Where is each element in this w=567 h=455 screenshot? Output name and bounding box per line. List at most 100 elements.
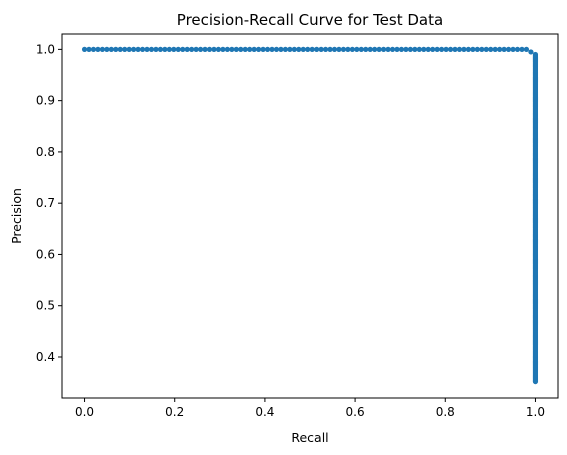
data-point <box>215 46 222 52</box>
data-point <box>144 46 150 52</box>
data-point <box>403 46 409 52</box>
data-point <box>505 46 512 52</box>
data-point <box>318 46 324 52</box>
data-point <box>327 46 333 52</box>
data-point <box>434 46 440 52</box>
chart-title: Precision-Recall Curve for Test Data <box>177 11 443 29</box>
y-tick-label: 0.4 <box>36 350 55 364</box>
data-point <box>131 46 137 52</box>
data-point <box>104 46 110 52</box>
x-tick-label: 0.4 <box>255 405 274 419</box>
data-point <box>510 46 516 52</box>
y-tick-label: 0.7 <box>36 196 55 210</box>
data-point <box>157 46 164 52</box>
data-point <box>430 46 436 52</box>
data-point <box>465 46 472 52</box>
data-point <box>139 46 146 52</box>
data-point <box>398 46 405 52</box>
data-point <box>126 46 132 52</box>
data-point <box>229 46 235 52</box>
data-point <box>193 46 199 52</box>
data-point <box>523 46 530 52</box>
x-axis-label: Recall <box>291 430 328 445</box>
data-point <box>381 46 387 52</box>
x-tick-label: 0.6 <box>346 405 365 419</box>
data-point <box>206 46 213 52</box>
data-point <box>461 46 467 52</box>
data-point <box>282 46 289 52</box>
x-tick-label: 0.8 <box>436 405 455 419</box>
data-point <box>81 46 88 52</box>
x-tick-label: 0.2 <box>165 405 184 419</box>
data-point <box>197 46 204 52</box>
data-point <box>456 46 463 52</box>
data-point <box>309 46 315 52</box>
x-tick-label: 1.0 <box>526 405 545 419</box>
data-point <box>202 46 208 52</box>
data-point <box>492 46 498 52</box>
data-point <box>224 46 230 52</box>
data-point <box>443 46 449 52</box>
data-point <box>474 46 480 52</box>
data-point <box>519 46 525 52</box>
data-point <box>233 46 239 52</box>
data-point <box>349 46 355 52</box>
data-point <box>358 46 364 52</box>
x-axis-ticks: 0.0 0.2 0.4 0.6 0.8 1.0 <box>75 398 545 419</box>
data-point <box>238 46 244 52</box>
data-point <box>483 46 489 52</box>
axes-frame <box>61 33 559 399</box>
data-point <box>278 46 284 52</box>
data-point <box>314 46 320 52</box>
y-tick-label: 0.9 <box>36 94 55 108</box>
plot-area <box>61 33 559 399</box>
y-axis-ticks: 0.4 0.5 0.6 0.7 0.8 0.9 1.0 <box>36 42 62 364</box>
data-point <box>407 46 413 52</box>
data-point <box>211 46 217 52</box>
data-point <box>175 46 181 52</box>
data-point <box>135 46 141 52</box>
data-point <box>389 46 396 52</box>
data-point <box>264 46 271 52</box>
data-point <box>95 46 101 52</box>
data-point <box>247 46 253 52</box>
data-point <box>287 46 293 52</box>
data-point <box>340 46 347 52</box>
data-point <box>251 46 257 52</box>
data-point <box>273 46 280 52</box>
data-point <box>421 46 427 52</box>
data-point <box>269 46 275 52</box>
y-tick-label: 0.5 <box>36 299 55 313</box>
data-point <box>189 46 195 52</box>
data-point <box>385 46 391 52</box>
data-point <box>90 46 97 52</box>
data-point <box>153 46 159 52</box>
data-point <box>117 46 123 52</box>
data-point <box>439 46 445 52</box>
data-point <box>166 46 172 52</box>
data-point <box>447 46 454 52</box>
data-point <box>256 46 262 52</box>
data-point <box>171 46 177 52</box>
y-tick-label: 0.6 <box>36 247 55 261</box>
y-axis-label: Precision <box>9 188 24 244</box>
data-point <box>122 46 128 52</box>
data-point <box>514 46 521 52</box>
data-point <box>412 46 418 52</box>
data-point <box>345 46 351 52</box>
data-point <box>260 46 266 52</box>
data-point <box>242 46 248 52</box>
data-point <box>470 46 476 52</box>
data-point <box>497 46 503 52</box>
data-point <box>300 46 306 52</box>
data-point <box>488 46 494 52</box>
data-point <box>113 46 119 52</box>
data-point <box>296 46 302 52</box>
data-point <box>376 46 382 52</box>
x-tick-label: 0.0 <box>75 405 94 419</box>
data-point <box>528 49 534 55</box>
data-point <box>291 46 297 52</box>
data-point <box>501 46 507 52</box>
data-point <box>99 46 105 52</box>
y-tick-label: 0.8 <box>36 145 55 159</box>
